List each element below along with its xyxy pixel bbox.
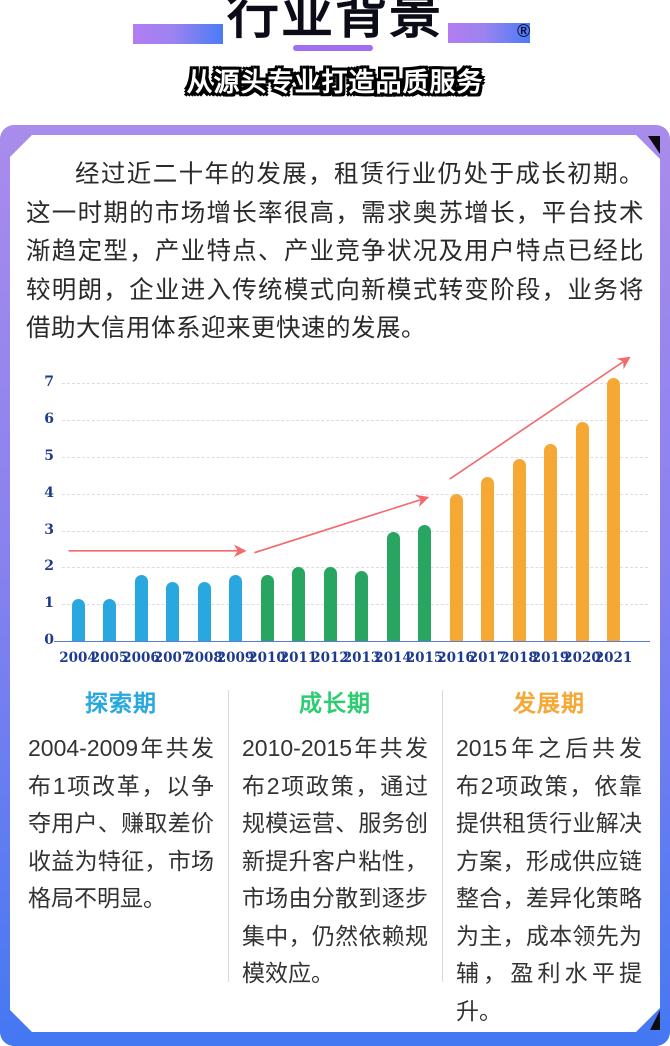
period-growth: 成长期 2010-2015年共发布2项政策，通过规模运营、服务创新提升客户粘性，… [242, 684, 428, 1030]
left-gradient-bar [133, 24, 223, 44]
y-tick-label: 1 [44, 595, 54, 612]
x-tick-label: 2015 [405, 650, 444, 666]
bar-2021 [607, 377, 620, 641]
period-development: 发展期 2015年之后共发布2项政策，依靠提供租赁行业解决方案，形成供应链整合，… [456, 684, 642, 1030]
x-tick-label: 2008 [185, 650, 223, 666]
bar-2005 [103, 598, 116, 641]
bar-2007 [166, 582, 179, 641]
bar-2008 [197, 582, 211, 641]
bar-2004 [71, 598, 85, 641]
bar-chart: 0 1 2 3 4 5 6 7 2004 2005 2006 2007 2008 2009 2010 2011… [28, 348, 650, 666]
gridline [62, 493, 648, 495]
bar-2018 [512, 458, 526, 641]
gridline [62, 420, 648, 422]
page-subtitle: 从源头专业打造品质服务 [186, 67, 484, 97]
bar-2011 [292, 567, 305, 641]
bar-2009 [229, 574, 242, 641]
registered-trademark-icon: ® [517, 21, 531, 41]
title-underline [293, 45, 373, 51]
column-divider [441, 690, 443, 982]
y-tick-label: 3 [44, 521, 54, 538]
page-title-wrap: 行业背景 [0, 0, 670, 52]
period-title: 探索期 [85, 690, 157, 716]
gridline [62, 567, 648, 569]
period-text: 2015年之后共发布2项政策，依靠提供租赁行业解决方案，形成供应链整合，差异化策… [456, 735, 642, 1024]
period-text: 2004-2009年共发布1项改革，以争夺用户、赚取差价收益为特征，市场格局不明… [28, 735, 214, 911]
trend-arrow [254, 494, 430, 554]
bar-2019 [544, 444, 557, 641]
bar-2006 [134, 574, 148, 641]
bar-2013 [355, 571, 368, 641]
right-gradient-bar [448, 23, 530, 43]
trend-arrow [449, 356, 631, 480]
x-tick-label: 2006 [122, 650, 160, 666]
bar-2012 [323, 567, 337, 641]
x-tick-label: 2009 [216, 650, 255, 666]
column-divider [227, 690, 229, 982]
y-tick-label: 7 [44, 374, 54, 391]
x-tick-label: 2018 [500, 650, 538, 666]
x-tick-label: 2013 [342, 650, 381, 666]
bar-2014 [386, 532, 400, 641]
x-tick-label: 2012 [311, 650, 349, 666]
x-tick-label: 2014 [374, 650, 412, 666]
x-tick-label: 2019 [531, 650, 570, 666]
y-tick-label: 2 [44, 558, 54, 575]
x-tick-label: 2021 [594, 650, 633, 666]
x-tick-label: 2011 [279, 650, 318, 666]
bar-2020 [575, 422, 589, 641]
x-tick-label: 2020 [563, 650, 601, 666]
gridline [62, 457, 648, 458]
period-title: 发展期 [513, 690, 585, 716]
page-title: 行业背景 [226, 0, 443, 45]
periods-section: 探索期 2004-2009年共发布1项改革，以争夺用户、赚取差价收益为特征，市场… [28, 684, 642, 1030]
bar-2016 [449, 493, 463, 641]
intro-paragraph: 经过近二十年的发展，租赁行业仍处于成长初期。这一时期的市场增长率很高，需求奥苏增… [26, 161, 644, 342]
x-tick-label: 2005 [90, 650, 129, 666]
bar-2015 [418, 525, 431, 641]
header: ® 行业背景 从源头专业打造品质服务 [0, 0, 670, 125]
bar-2017 [481, 477, 494, 641]
gridline [62, 530, 648, 532]
x-tick-label: 2016 [437, 650, 475, 666]
x-tick-label: 2004 [59, 650, 97, 666]
period-text: 2010-2015年共发布2项政策，通过规模运营、服务创新提升客户粘性，市场由分… [242, 735, 428, 986]
y-tick-label: 4 [44, 484, 54, 501]
gridline [62, 383, 648, 385]
y-tick-label: 0 [44, 632, 54, 648]
x-axis-line [54, 641, 650, 642]
period-title: 成长期 [299, 690, 371, 716]
x-tick-label: 2017 [468, 650, 507, 666]
x-tick-label: 2007 [153, 650, 192, 666]
x-tick-label: 2010 [248, 650, 286, 666]
y-tick-label: 5 [44, 448, 54, 464]
period-exploration: 探索期 2004-2009年共发布1项改革，以争夺用户、赚取差价收益为特征，市场… [28, 684, 214, 1030]
bar-2010 [260, 574, 274, 641]
next-section-bar [12, 1032, 658, 1046]
y-tick-label: 6 [44, 411, 54, 428]
